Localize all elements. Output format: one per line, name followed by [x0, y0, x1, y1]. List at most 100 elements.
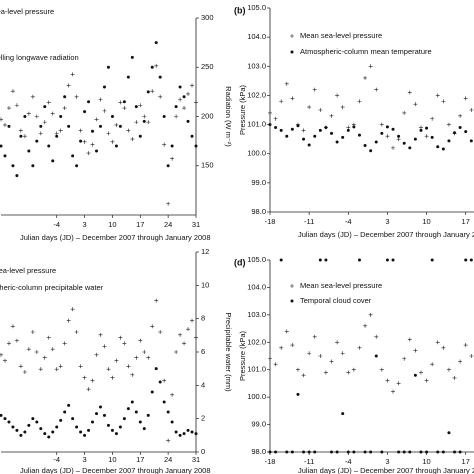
point-plus	[190, 83, 195, 88]
point-plus	[301, 128, 306, 133]
point-dot	[59, 115, 63, 118]
point-dot	[91, 129, 95, 133]
point-plus	[340, 105, 345, 110]
point-dot	[23, 115, 27, 118]
point-plus	[58, 364, 63, 369]
point-plus	[34, 114, 39, 119]
point-dot	[285, 134, 289, 138]
point-plus	[435, 340, 440, 345]
point-plus	[74, 330, 79, 334]
point-dot	[3, 154, 7, 158]
point-dot	[122, 100, 126, 104]
point-dot	[374, 354, 378, 358]
legend-label: Mean sea-level pressure	[0, 266, 56, 275]
point-dot	[0, 144, 3, 148]
point-dot	[441, 450, 445, 454]
point-plus	[379, 367, 384, 372]
point-plus	[307, 105, 312, 110]
point-dot	[302, 450, 306, 454]
point-dot	[194, 144, 198, 148]
point-plus	[62, 106, 67, 111]
point-dot	[296, 124, 300, 128]
point-dot	[146, 413, 150, 417]
point-dot	[441, 147, 445, 151]
point-plus	[413, 348, 418, 353]
x-tick-label: 10	[108, 455, 116, 464]
point-plus	[18, 128, 23, 133]
point-dot	[391, 258, 395, 262]
y-tick-label: 104.0	[247, 282, 266, 291]
point-dot	[150, 65, 154, 69]
point-plus	[118, 100, 123, 105]
x-tick-label: 3	[385, 217, 389, 226]
point-plus	[368, 64, 373, 69]
point-dot	[419, 128, 423, 132]
point-dot	[413, 137, 417, 141]
point-dot	[302, 137, 306, 141]
point-dot	[268, 123, 272, 127]
point-dot	[158, 75, 162, 79]
y-tick-label: 99.0	[251, 178, 266, 187]
point-dot	[122, 417, 126, 421]
point-plus	[402, 356, 407, 361]
point-dot	[363, 450, 367, 454]
x-tick-label: -4	[345, 217, 352, 226]
point-plus	[122, 106, 127, 111]
point-dot	[39, 427, 43, 431]
point-dot	[31, 164, 35, 168]
point-plus	[178, 97, 183, 102]
point-plus	[38, 367, 43, 372]
panel-label: (d)	[234, 257, 246, 267]
point-plus	[82, 139, 87, 144]
point-plus	[110, 375, 115, 380]
point-dot	[162, 115, 166, 118]
point-dot	[59, 418, 63, 422]
point-dot	[47, 144, 51, 148]
point-plus	[323, 370, 328, 375]
point-plus	[66, 318, 71, 323]
point-dot	[142, 427, 146, 431]
legend-marker	[290, 299, 294, 303]
x-tick-label: 24	[164, 220, 172, 229]
point-plus	[174, 114, 179, 119]
point-dot	[436, 145, 440, 149]
panel: -18 -11 -4 3 10 17 98.0 99.0 100.0 101.0 102.0 103.…	[234, 3, 474, 239]
legend-marker	[290, 50, 294, 54]
point-dot	[335, 140, 339, 144]
point-plus	[335, 93, 340, 98]
point-dot	[346, 128, 350, 132]
point-dot	[408, 450, 412, 454]
point-dot	[35, 420, 39, 424]
point-dot	[397, 134, 401, 138]
legend-label: Downwelling longwave radiation	[0, 53, 79, 62]
point-plus	[46, 100, 51, 105]
point-plus	[166, 201, 171, 206]
point-dot	[27, 149, 31, 153]
point-dot	[51, 159, 55, 163]
point-plus	[34, 350, 39, 354]
point-plus	[368, 312, 373, 317]
point-plus	[458, 113, 463, 118]
y-tick-label: 103.0	[247, 61, 266, 70]
point-plus	[402, 110, 407, 115]
point-dot	[15, 428, 19, 432]
point-plus	[22, 370, 27, 374]
point-plus	[290, 96, 295, 101]
point-dot	[182, 95, 186, 99]
point-plus	[312, 87, 317, 92]
point-dot	[39, 124, 43, 128]
point-dot	[91, 420, 95, 424]
point-dot	[79, 430, 83, 434]
point-dot	[19, 134, 23, 138]
point-dot	[19, 433, 23, 437]
point-plus	[114, 122, 119, 127]
y-tick-label: 103.0	[247, 310, 266, 319]
point-plus	[174, 350, 179, 354]
point-dot	[279, 128, 283, 132]
point-plus	[122, 341, 127, 346]
legend-label: Atmospheric-column precipitable water	[0, 283, 104, 292]
point-dot	[447, 139, 451, 143]
point-dot	[170, 420, 174, 424]
x-axis-label: Julian days (JD) – December 2007 through…	[20, 233, 211, 242]
